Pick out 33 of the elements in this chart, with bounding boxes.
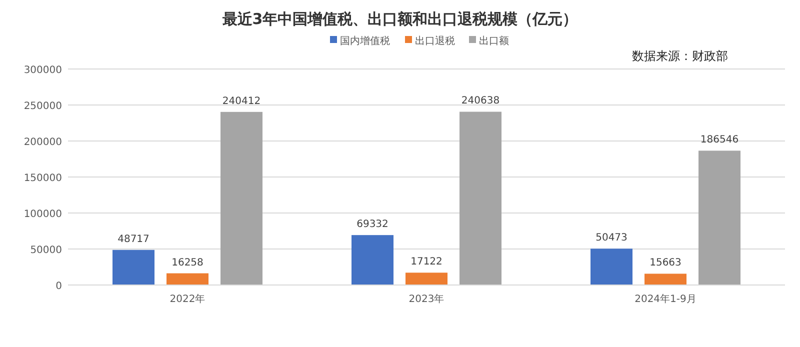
data-label: 50473 xyxy=(596,232,628,244)
x-tick-label: 2024年1-9月 xyxy=(634,293,696,305)
data-label: 16258 xyxy=(172,257,204,268)
y-tick-label: 300000 xyxy=(24,65,62,76)
bar xyxy=(460,112,502,285)
y-tick-label: 50000 xyxy=(30,245,62,256)
bar xyxy=(166,273,208,285)
y-tick-label: 250000 xyxy=(24,101,62,112)
source-note: 数据来源：财政部 xyxy=(632,49,728,63)
data-label: 48717 xyxy=(118,234,150,245)
y-tick-label: 0 xyxy=(56,281,62,292)
x-tick-label: 2022年 xyxy=(170,293,206,305)
bar xyxy=(644,274,686,285)
data-label: 15663 xyxy=(650,258,682,269)
chart-title: 最近3年中国增值税、出口额和出口退税规模（亿元） xyxy=(221,10,578,28)
y-tick-label: 100000 xyxy=(24,209,62,220)
bar xyxy=(406,272,448,285)
y-tick-label: 200000 xyxy=(24,137,62,148)
bar xyxy=(698,150,740,285)
legend-label: 国内增值税 xyxy=(340,35,390,47)
data-label: 240412 xyxy=(222,96,261,107)
bar xyxy=(112,250,154,285)
legend-label: 出口额 xyxy=(479,35,509,47)
bar xyxy=(220,112,262,285)
legend-label: 出口退税 xyxy=(415,35,455,47)
data-label: 69332 xyxy=(356,219,388,230)
x-tick-label: 2023年 xyxy=(408,293,444,305)
data-label: 17122 xyxy=(410,256,442,268)
bar xyxy=(590,248,632,285)
data-label: 186546 xyxy=(700,134,739,146)
y-tick-label: 150000 xyxy=(24,173,62,184)
bar xyxy=(352,235,394,285)
data-label: 240638 xyxy=(461,96,500,107)
